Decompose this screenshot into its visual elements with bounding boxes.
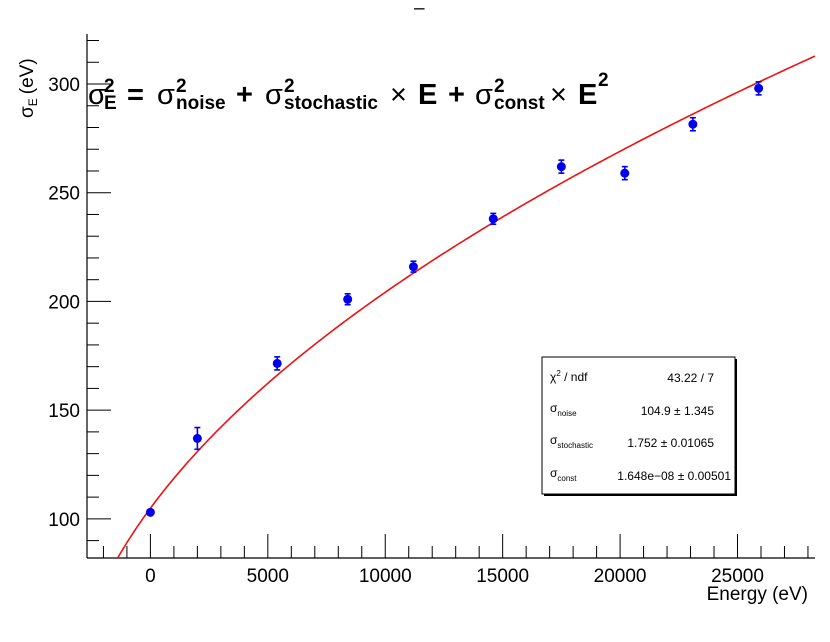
formula-equals: = bbox=[127, 79, 144, 111]
formula-t3-var: E bbox=[578, 79, 597, 111]
formula-times-1: × bbox=[390, 79, 407, 111]
y-axis-title-unit: (eV) bbox=[17, 58, 38, 94]
y-tick-label: 300 bbox=[48, 75, 80, 96]
x-axis-title: Energy (eV) bbox=[707, 584, 808, 605]
stats-const-base: σ bbox=[550, 466, 558, 480]
formula-t3-sup: 2 bbox=[494, 76, 505, 97]
y-axis-title-base: σ bbox=[17, 106, 38, 118]
data-point bbox=[272, 358, 282, 368]
x-tick-label: 10000 bbox=[359, 566, 412, 587]
data-point bbox=[620, 168, 630, 178]
data-point bbox=[192, 433, 202, 443]
formula-t1-sup: 2 bbox=[176, 76, 187, 97]
top-mark: – bbox=[414, 0, 425, 19]
svg-text:σnoise: σnoise bbox=[550, 401, 577, 418]
stats-noise-value: 104.9 ± 1.345 bbox=[641, 404, 715, 418]
formula-t2-var: E bbox=[418, 79, 437, 111]
stats-chi2-rest: / ndf bbox=[561, 370, 588, 384]
formula-lhs-base: σ bbox=[88, 79, 106, 111]
formula-t3-base: σ bbox=[475, 79, 493, 111]
data-point bbox=[343, 294, 353, 304]
y-axis-title: σE (eV) bbox=[17, 58, 40, 118]
stats-stochastic-base: σ bbox=[550, 433, 558, 447]
formula-t1-sub: noise bbox=[176, 93, 226, 114]
data-point bbox=[754, 83, 764, 93]
formula-t1-base: σ bbox=[157, 79, 175, 111]
stats-const-sub: const bbox=[557, 474, 577, 483]
fit-formula: σ 2 E = σ 2 noise + σ 2 stochastic × E +… bbox=[88, 70, 609, 114]
y-tick-label: 150 bbox=[48, 401, 80, 422]
formula-t2-sub: stochastic bbox=[284, 93, 378, 114]
tick-labels: 0 5000 10000 15000 20000 25000 100 150 200 250 300 bbox=[48, 75, 764, 587]
svg-text:σconst: σconst bbox=[550, 466, 577, 483]
x-tick-label: 20000 bbox=[594, 566, 647, 587]
y-tick-label: 250 bbox=[48, 184, 80, 205]
formula-plus-1: + bbox=[236, 79, 253, 111]
formula-t3-var-sup: 2 bbox=[598, 70, 609, 91]
x-tick-label: 25000 bbox=[711, 566, 764, 587]
stats-noise-sub: noise bbox=[557, 409, 577, 418]
formula-lhs-sub: E bbox=[104, 93, 117, 114]
svg-text:χ2 / ndf: χ2 / ndf bbox=[550, 369, 588, 384]
data-point bbox=[688, 119, 698, 129]
stats-stochastic-value: 1.752 ± 0.01065 bbox=[627, 436, 714, 450]
stats-box: χ2 / ndf 43.22 / 7 σnoise 104.9 ± 1.345 … bbox=[541, 356, 737, 496]
stats-chi2-base: χ bbox=[550, 370, 557, 384]
stats-stochastic-sub: stochastic bbox=[557, 441, 593, 450]
fit-curve bbox=[116, 55, 816, 559]
formula-t2-sup: 2 bbox=[284, 76, 295, 97]
data-points bbox=[145, 81, 764, 517]
formula-t3-sub: const bbox=[494, 93, 545, 114]
x-tick-label: 15000 bbox=[476, 566, 529, 587]
data-point bbox=[556, 162, 566, 172]
y-axis-title-sub: E bbox=[26, 98, 40, 106]
stats-chi2-sup: 2 bbox=[556, 369, 561, 378]
svg-text:σstochastic: σstochastic bbox=[550, 433, 593, 450]
data-point bbox=[488, 214, 498, 224]
formula-t2-base: σ bbox=[265, 79, 283, 111]
data-point bbox=[408, 262, 418, 272]
x-tick-label: 5000 bbox=[247, 566, 289, 587]
stats-noise-base: σ bbox=[550, 401, 558, 415]
svg-text:σE(eV): σE (eV) bbox=[17, 58, 40, 118]
formula-times-2: × bbox=[550, 79, 567, 111]
ticks bbox=[87, 40, 809, 558]
stats-chi2-value: 43.22 / 7 bbox=[667, 371, 714, 385]
stats-const-value: 1.648e−08 ± 0.00501 bbox=[617, 469, 731, 483]
y-tick-label: 100 bbox=[48, 510, 80, 531]
svg-text:σ: σ bbox=[88, 79, 106, 111]
data-point bbox=[145, 507, 155, 517]
y-tick-label: 200 bbox=[48, 292, 80, 313]
formula-lhs-sup: 2 bbox=[104, 76, 115, 97]
x-tick-label: 0 bbox=[145, 566, 156, 587]
formula-plus-2: + bbox=[448, 79, 465, 111]
axes bbox=[86, 34, 815, 559]
